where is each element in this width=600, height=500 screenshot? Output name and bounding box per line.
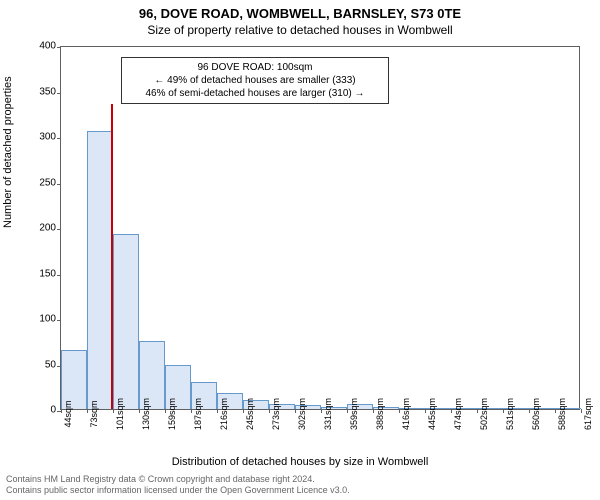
footer-attribution: Contains HM Land Registry data © Crown c… xyxy=(6,474,350,496)
x-tick-label: 73sqm xyxy=(89,400,99,427)
x-tick-mark xyxy=(269,409,270,413)
x-tick-label: 44sqm xyxy=(63,400,73,427)
x-tick-mark xyxy=(243,409,244,413)
x-tick-label: 388sqm xyxy=(375,398,385,430)
x-tick-mark xyxy=(165,409,166,413)
x-tick-mark xyxy=(373,409,374,413)
x-tick-label: 588sqm xyxy=(557,398,567,430)
y-tick-label: 250 xyxy=(26,177,56,188)
x-tick-mark xyxy=(295,409,296,413)
y-tick-label: 0 xyxy=(26,405,56,416)
y-tick-label: 50 xyxy=(26,359,56,370)
x-tick-label: 216sqm xyxy=(219,398,229,430)
footer-line-1: Contains HM Land Registry data © Crown c… xyxy=(6,474,350,485)
x-tick-mark xyxy=(503,409,504,413)
property-annotation: 96 DOVE ROAD: 100sqm← 49% of detached ho… xyxy=(121,57,389,104)
x-tick-label: 502sqm xyxy=(479,398,489,430)
x-tick-label: 187sqm xyxy=(193,398,203,430)
x-tick-mark xyxy=(61,409,62,413)
y-tick-mark xyxy=(57,93,61,94)
histogram-bar xyxy=(113,234,139,409)
y-tick-mark xyxy=(57,184,61,185)
x-tick-mark xyxy=(87,409,88,413)
x-tick-mark xyxy=(425,409,426,413)
y-axis-label: Number of detached properties xyxy=(2,76,14,228)
y-tick-label: 400 xyxy=(26,41,56,52)
x-axis-label: Distribution of detached houses by size … xyxy=(0,456,600,468)
annotation-line-3: 46% of semi-detached houses are larger (… xyxy=(128,87,382,100)
x-tick-mark xyxy=(217,409,218,413)
y-tick-label: 300 xyxy=(26,132,56,143)
page-subtitle: Size of property relative to detached ho… xyxy=(0,23,600,37)
x-tick-label: 617sqm xyxy=(583,398,593,430)
y-tick-mark xyxy=(57,47,61,48)
y-tick-mark xyxy=(57,275,61,276)
x-tick-label: 445sqm xyxy=(427,398,437,430)
x-tick-mark xyxy=(529,409,530,413)
x-tick-mark xyxy=(581,409,582,413)
y-tick-mark xyxy=(57,320,61,321)
x-tick-label: 130sqm xyxy=(141,398,151,430)
x-tick-label: 560sqm xyxy=(531,398,541,430)
property-marker-line xyxy=(111,104,113,409)
x-tick-label: 474sqm xyxy=(453,398,463,430)
x-tick-label: 331sqm xyxy=(323,398,333,430)
page-title: 96, DOVE ROAD, WOMBWELL, BARNSLEY, S73 0… xyxy=(0,6,600,21)
x-tick-label: 416sqm xyxy=(401,398,411,430)
y-tick-mark xyxy=(57,229,61,230)
x-tick-mark xyxy=(139,409,140,413)
y-tick-label: 150 xyxy=(26,268,56,279)
y-tick-label: 200 xyxy=(26,223,56,234)
x-tick-label: 101sqm xyxy=(115,398,125,430)
x-tick-mark xyxy=(321,409,322,413)
x-tick-label: 245sqm xyxy=(245,398,255,430)
x-tick-mark xyxy=(399,409,400,413)
footer-line-2: Contains public sector information licen… xyxy=(6,485,350,496)
x-tick-mark xyxy=(113,409,114,413)
x-tick-label: 531sqm xyxy=(505,398,515,430)
x-tick-label: 273sqm xyxy=(271,398,281,430)
y-tick-label: 350 xyxy=(26,86,56,97)
x-tick-mark xyxy=(191,409,192,413)
x-tick-mark xyxy=(477,409,478,413)
x-tick-label: 359sqm xyxy=(349,398,359,430)
x-tick-mark xyxy=(347,409,348,413)
y-tick-label: 100 xyxy=(26,314,56,325)
x-tick-mark xyxy=(555,409,556,413)
histogram-bar xyxy=(87,131,113,409)
annotation-line-2: ← 49% of detached houses are smaller (33… xyxy=(128,74,382,87)
histogram-chart: 96 DOVE ROAD: 100sqm← 49% of detached ho… xyxy=(60,46,580,410)
annotation-line-1: 96 DOVE ROAD: 100sqm xyxy=(128,61,382,74)
x-tick-label: 302sqm xyxy=(297,398,307,430)
x-tick-label: 159sqm xyxy=(167,398,177,430)
y-tick-mark xyxy=(57,138,61,139)
x-tick-mark xyxy=(451,409,452,413)
